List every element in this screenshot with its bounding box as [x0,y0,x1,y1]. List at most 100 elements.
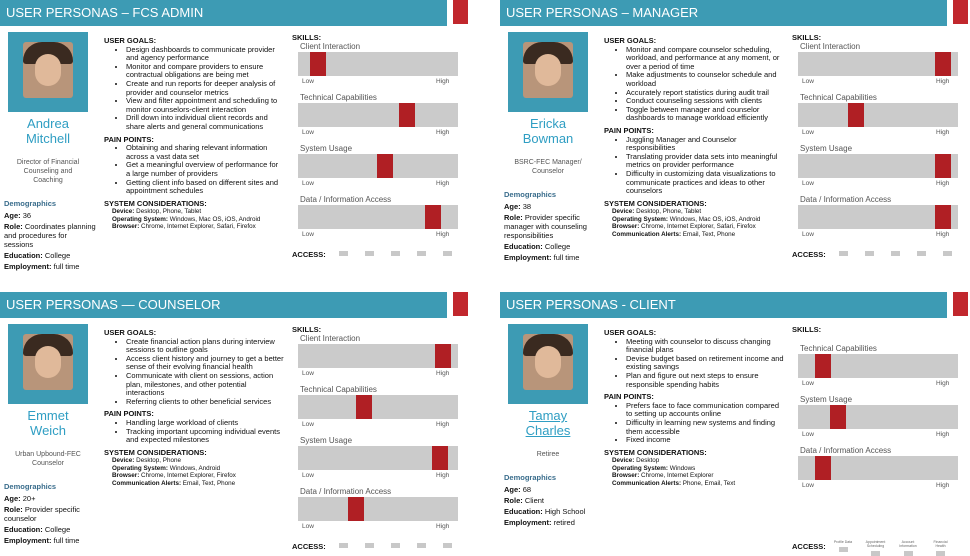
skill-high: High [436,472,450,479]
goal: Access client history and journey to get… [126,354,284,372]
access-item [832,248,854,256]
persona-photo [508,32,588,112]
skin [535,346,561,378]
access-item: Profile Data [832,540,854,552]
face [523,334,573,390]
persona-name: Andrea Mitchell [25,116,71,146]
skill-low: Low [302,370,314,377]
pain-point: Fixed income [626,436,784,445]
skill: Data / Information Access Low High [292,195,462,246]
hair [523,42,573,64]
skill-low: Low [302,78,314,85]
demographic-item: Education: High School [504,507,596,516]
skill-bar [298,52,458,76]
access-item [358,248,380,256]
system-item: Operating System: Windows [612,465,784,473]
demographics: Demographics Age: 20+ Role: Provider speci… [0,482,96,547]
access-title: ACCESS: [792,250,826,259]
card-header: USER PERSONAS – FCS ADMIN [0,0,447,26]
system-item: Communication Alerts: Phone, Email, Text [612,480,784,488]
skill-low: Low [802,380,814,387]
pains-list: Prefers face to face communication compa… [604,401,784,445]
goal: View and filter appointment and scheduli… [126,96,284,114]
demographic-item: Education: College [4,251,96,260]
demographic-value: College [44,251,71,260]
system-value: Desktop [636,457,660,465]
pains-list: Handling large workload of clientsTracki… [104,418,284,445]
system-item: Communication Alerts: Email, Text, Phone [112,480,284,488]
access-title: ACCESS: [292,542,326,551]
system-label: Device: [112,208,135,216]
persona-details: USER GOALS:Meeting with counselor to dis… [604,325,784,487]
access: ACCESS: [292,248,467,264]
demographic-value: retired [553,518,575,527]
skill-high: High [936,431,950,438]
card-header: USER PERSONAS – MANAGER [500,0,947,26]
demographic-label: Education: [4,525,43,534]
access-title: ACCESS: [792,542,826,551]
skill-low: Low [802,180,814,187]
skill: Data / Information Access Low High [292,487,462,538]
system-list: Device: Desktop, Phone Operating System: … [104,457,284,487]
skill-marker [934,205,951,229]
access-box [942,251,952,256]
system-item: Device: Desktop, Phone, Tablet [612,208,784,216]
skill-name: Technical Capabilities [800,344,877,353]
persona-card: USER PERSONAS - CLIENT Tamay Charles Retir… [500,292,970,556]
goal: Drill down into individual client record… [126,113,284,131]
persona-name: Tamay Charles [525,408,571,438]
skill-bar [798,354,958,378]
demographics: Demographics Age: 36 Role: Coordinates pla… [0,199,96,273]
system-title: SYSTEM CONSIDERATIONS: [604,198,707,208]
demographic-label: Age: [504,202,521,211]
goal: Accurately report statistics during audi… [626,88,784,98]
pain-point: Difficulty in customizing data visualiza… [626,169,784,196]
skills: SKILLS: Client Interaction Low High Technica… [292,325,462,538]
demographic-value: Coordinates planning and procedures for … [4,222,96,249]
persona-card: USER PERSONAS – MANAGER Ericka Bowman BSRC… [500,0,970,262]
goals-list: Meeting with counselor to discuss changi… [604,337,784,390]
system-item: Browser: Chrome, Internet Explorer [612,472,784,480]
goal: Make adjustments to counselor schedule a… [626,71,784,88]
skill-low: Low [302,180,314,187]
skill-name: Client Interaction [300,42,361,51]
access-box [338,251,348,256]
access-item [936,248,958,256]
access-box [442,251,452,256]
skill-name: Client Interaction [300,334,361,343]
skills-title: SKILLS: [792,33,822,42]
skill-high: High [936,129,950,136]
skill-high: High [436,231,450,238]
skill-name: Client Interaction [800,42,861,51]
demographic-item: Age: 68 [504,485,596,494]
access-box [916,251,926,256]
persona-name: Ericka Bowman [522,116,574,146]
demographic-value: full time [53,262,80,271]
persona-photo [508,324,588,404]
skill-bar [798,103,958,127]
skill-bar [298,103,458,127]
demographic-item: Age: 38 [504,202,596,211]
pain-point: Prefers face to face communication compa… [626,401,784,419]
access-box [416,251,426,256]
skill-marker [348,497,365,521]
skill-bar [298,154,458,178]
demographic-value: Provider specific counselor [4,505,80,523]
skill-bar [298,497,458,521]
system-value: Desktop, Phone, Tablet [636,208,702,216]
system-label: Browser: [112,223,140,231]
goals-list: Create financial action plans during int… [104,337,284,407]
goals-title: USER GOALS: [104,328,157,337]
skin [35,54,61,86]
demographic-item: Role: Coordinates planning and procedure… [4,222,96,249]
skill: Technical Capabilities Low High [792,344,962,395]
persona-info: Andrea Mitchell Director of Financial Cou… [0,116,96,273]
system-item: Browser: Chrome, Internet Explorer, Fire… [112,472,284,480]
skill-marker [431,446,448,470]
face [23,42,73,98]
skills-title: SKILLS: [292,33,322,42]
persona-card: USER PERSONAS — COUNSELOR Emmet Weich Urba… [0,292,470,554]
skill: Technical Capabilities Low High [292,93,462,144]
pain-point: Get a meaningful overview of performance… [126,160,284,178]
goal: Create financial action plans during int… [126,337,284,355]
